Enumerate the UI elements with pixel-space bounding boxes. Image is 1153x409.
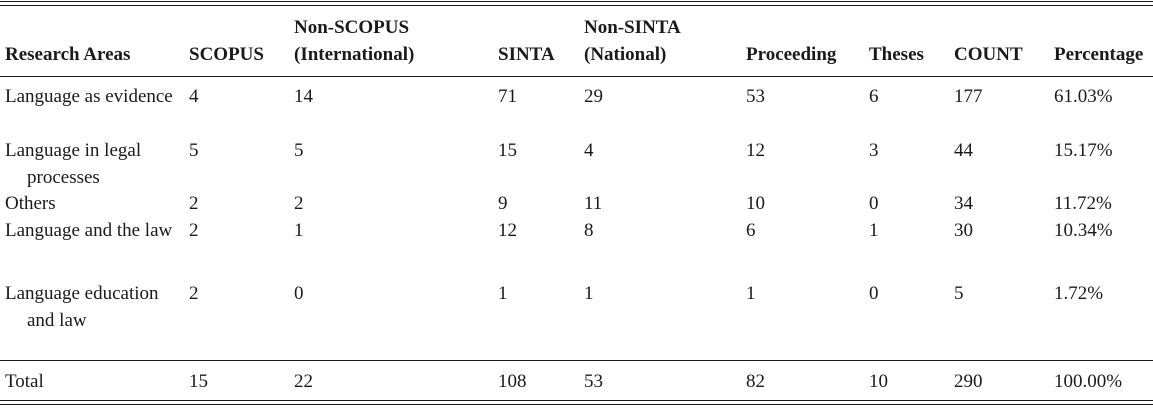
top-rule [0, 1, 1153, 2]
row-5-non-scopus: 0 [294, 283, 304, 304]
row-2-percentage: 15.17% [1054, 140, 1113, 161]
row-3-proceeding: 10 [746, 193, 765, 214]
row-4-sinta: 12 [498, 220, 517, 241]
top-rule-inner [0, 5, 1153, 6]
header-count: COUNT [954, 44, 1023, 65]
row-4-area: Language and the law [5, 220, 173, 241]
total-proceeding: 82 [746, 371, 765, 392]
row-1-scopus: 4 [189, 86, 199, 107]
total-label: Total [5, 371, 44, 392]
row-5-sinta: 1 [498, 283, 508, 304]
row-2-proceeding: 12 [746, 140, 765, 161]
row-5-proceeding: 1 [746, 283, 756, 304]
row-3-non-sinta: 11 [584, 193, 603, 214]
total-scopus: 15 [189, 371, 208, 392]
row-4-scopus: 2 [189, 220, 199, 241]
total-rule [0, 360, 1153, 361]
header-non-sinta-line2: (National) [584, 44, 667, 65]
row-1-sinta: 71 [498, 86, 517, 107]
row-4-count: 30 [954, 220, 973, 241]
header-scopus: SCOPUS [189, 44, 264, 65]
header-non-scopus-line1: Non-SCOPUS [294, 17, 410, 38]
row-2-scopus: 5 [189, 140, 199, 161]
row-3-non-scopus: 2 [294, 193, 304, 214]
row-2-non-sinta: 4 [584, 140, 594, 161]
row-3-scopus: 2 [189, 193, 199, 214]
header-research-areas: Research Areas [5, 44, 131, 65]
row-4-non-scopus: 1 [294, 220, 304, 241]
row-2-theses: 3 [869, 140, 879, 161]
header-proceeding: Proceeding [746, 44, 837, 65]
row-1-proceeding: 53 [746, 86, 765, 107]
row-5-non-sinta: 1 [584, 283, 594, 304]
row-1-area: Language as evidence [5, 86, 173, 107]
row-1-theses: 6 [869, 86, 879, 107]
header-non-sinta-line1: Non-SINTA [584, 17, 681, 38]
row-4-proceeding: 6 [746, 220, 756, 241]
header-percentage: Percentage [1054, 44, 1144, 65]
header-sinta: SINTA [498, 44, 555, 65]
bottom-rule [0, 400, 1153, 401]
header-non-scopus-line2: (International) [294, 44, 415, 65]
row-1-count: 177 [954, 86, 983, 107]
row-2-sinta: 15 [498, 140, 517, 161]
row-5-count: 5 [954, 283, 964, 304]
header-theses: Theses [869, 44, 924, 65]
row-5-percentage: 1.72% [1054, 283, 1104, 304]
row-4-percentage: 10.34% [1054, 220, 1113, 241]
row-3-theses: 0 [869, 193, 879, 214]
row-5-area: Language education and law [5, 283, 159, 331]
total-non-scopus: 22 [294, 371, 313, 392]
row-2-area: Language in legal processes [5, 140, 142, 188]
row-4-theses: 1 [869, 220, 879, 241]
row-3-area: Others [5, 193, 56, 214]
row-1-non-scopus: 14 [294, 86, 313, 107]
row-1-non-sinta: 29 [584, 86, 603, 107]
row-5-theses: 0 [869, 283, 879, 304]
total-sinta: 108 [498, 371, 527, 392]
row-5-scopus: 2 [189, 283, 199, 304]
row-3-sinta: 9 [498, 193, 508, 214]
row-2-non-scopus: 5 [294, 140, 304, 161]
total-count: 290 [954, 371, 983, 392]
total-theses: 10 [869, 371, 888, 392]
row-1-percentage: 61.03% [1054, 86, 1113, 107]
total-non-sinta: 53 [584, 371, 603, 392]
row-3-percentage: 11.72% [1054, 193, 1112, 214]
row-3-count: 34 [954, 193, 973, 214]
row-4-non-sinta: 8 [584, 220, 594, 241]
row-2-count: 44 [954, 140, 973, 161]
total-percentage: 100.00% [1054, 371, 1123, 392]
header-rule [0, 76, 1153, 77]
bottom-rule-inner [0, 404, 1153, 405]
